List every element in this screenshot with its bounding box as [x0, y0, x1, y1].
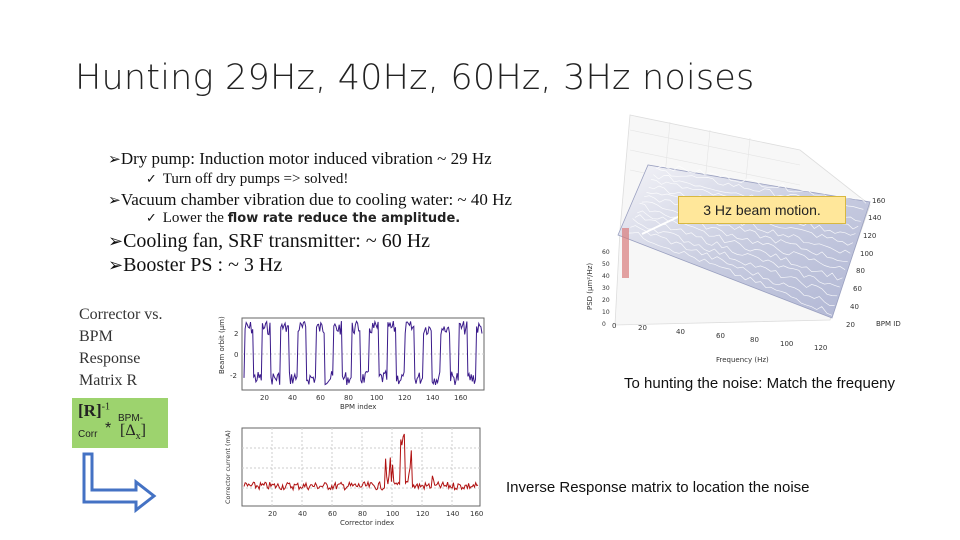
- ytick: 0: [234, 351, 238, 359]
- gridlines: [242, 428, 480, 506]
- corrector-current-trace: [243, 433, 479, 492]
- xtick: 80: [344, 394, 353, 402]
- plot-frame: [241, 427, 481, 507]
- ytick: 160: [872, 197, 885, 205]
- ytick: 40: [850, 303, 859, 311]
- xtick: 60: [716, 332, 725, 340]
- 3hz-peak: [622, 228, 629, 278]
- ztick: 10: [602, 309, 610, 316]
- xtick: 120: [416, 510, 429, 518]
- formula-sub-bpm: BPM-: [118, 413, 143, 424]
- ztick: 60: [602, 249, 610, 256]
- xtick: 20: [260, 394, 269, 402]
- xtick: 140: [446, 510, 459, 518]
- xtick: 20: [638, 324, 647, 332]
- bullet-arrow-icon: ➢: [108, 191, 121, 209]
- ytick: -2: [230, 372, 237, 380]
- xtick: 80: [750, 336, 759, 344]
- bullet-booster-ps: ➢Booster PS : ~ 3 Hz: [108, 254, 283, 276]
- x-axis-label: BPM index: [340, 403, 376, 411]
- ytick: 20: [846, 321, 855, 329]
- sub-bullet-flow-rate: ✓ Lower the flow rate reduce the amplitud…: [146, 210, 461, 226]
- ytick: 60: [853, 285, 862, 293]
- ytick: 80: [856, 267, 865, 275]
- checkmark-icon: ✓: [146, 172, 157, 187]
- ztick: 30: [602, 285, 610, 292]
- xtick: 100: [370, 394, 383, 402]
- sub-bullet-turn-off: ✓ Turn off dry pumps => solved!: [146, 171, 349, 187]
- callout-pointer: [641, 215, 681, 235]
- y-axis-label: Corrector current (mA): [224, 430, 232, 504]
- formula-r: [R]: [78, 401, 102, 420]
- ztick: 50: [602, 261, 610, 268]
- bullet-cooling-fan: ➢Cooling fan, SRF transmitter: ~ 60 Hz: [108, 230, 431, 252]
- xtick: 80: [358, 510, 367, 518]
- xtick: 100: [780, 340, 793, 348]
- ztick: 20: [602, 297, 610, 304]
- x-axis-label: Frequency (Hz): [716, 356, 769, 364]
- bullet-vacuum-chamber: ➢Vacuum chamber vibration due to cooling…: [108, 190, 512, 209]
- y-axis-label: Beam orbit (μm): [218, 316, 226, 374]
- beam-orbit-plot: 2 0 -2 20 40 60 80 100 120 140 160 BPM i…: [218, 316, 485, 411]
- xtick: 160: [454, 394, 467, 402]
- xtick: 60: [328, 510, 337, 518]
- ytick: 100: [860, 250, 873, 258]
- xtick: 40: [298, 510, 307, 518]
- caption-inverse-response: Inverse Response matrix to location the …: [506, 479, 810, 496]
- 3hz-callout: 3 Hz beam motion.: [678, 196, 846, 224]
- formula-delta-sub: x: [135, 431, 141, 443]
- xtick: 160: [470, 510, 483, 518]
- psd-waterfall-plot: 160 140 120 100 80 60 40 20 BPM ID 0 20 …: [586, 114, 901, 364]
- ztick: 0: [602, 321, 606, 328]
- ytick: 120: [863, 232, 876, 240]
- page-title: Hunting 29Hz, 40Hz, 60Hz, 3Hz noises: [75, 58, 755, 98]
- formula-inverse: -1: [101, 401, 110, 413]
- corrector-current-plot: 20 40 60 80 100 120 140 160 Corrector in…: [224, 427, 483, 527]
- formula-sub-corr: Corr: [78, 429, 98, 440]
- formula-box: [R]-1 BPM- Corr * [Δx]: [72, 398, 168, 448]
- xtick: 120: [398, 394, 411, 402]
- xtick: 0: [612, 322, 616, 330]
- xtick: 20: [268, 510, 277, 518]
- bullet-arrow-icon: ➢: [108, 231, 124, 252]
- xtick: 40: [676, 328, 685, 336]
- x-axis-label: Corrector index: [340, 519, 394, 527]
- checkmark-icon: ✓: [146, 211, 157, 226]
- xtick: 60: [316, 394, 325, 402]
- xtick: 120: [814, 344, 827, 352]
- formula-delta: [Δ: [120, 422, 136, 439]
- z-axis-label: PSD (μm²/Hz): [586, 263, 594, 310]
- flow-arrow-icon: [82, 452, 157, 514]
- xtick: 40: [288, 394, 297, 402]
- ytick: 140: [868, 214, 881, 222]
- formula-star: *: [105, 420, 112, 437]
- ytick: 2: [234, 330, 238, 338]
- ztick: 40: [602, 273, 610, 280]
- formula-close: ]: [140, 422, 146, 439]
- xtick: 140: [426, 394, 439, 402]
- bullet-arrow-icon: ➢: [108, 255, 124, 276]
- beam-orbit-trace: [243, 319, 483, 386]
- bullet-arrow-icon: ➢: [108, 150, 121, 168]
- xtick: 100: [386, 510, 399, 518]
- y-axis-label: BPM ID: [876, 320, 901, 328]
- caption-match-frequency: To hunting the noise: Match the frequeny: [624, 375, 896, 392]
- bullet-dry-pump: ➢Dry pump: Induction motor induced vibra…: [108, 149, 492, 168]
- response-matrix-label: Corrector vs. BPM Response Matrix R: [79, 306, 163, 389]
